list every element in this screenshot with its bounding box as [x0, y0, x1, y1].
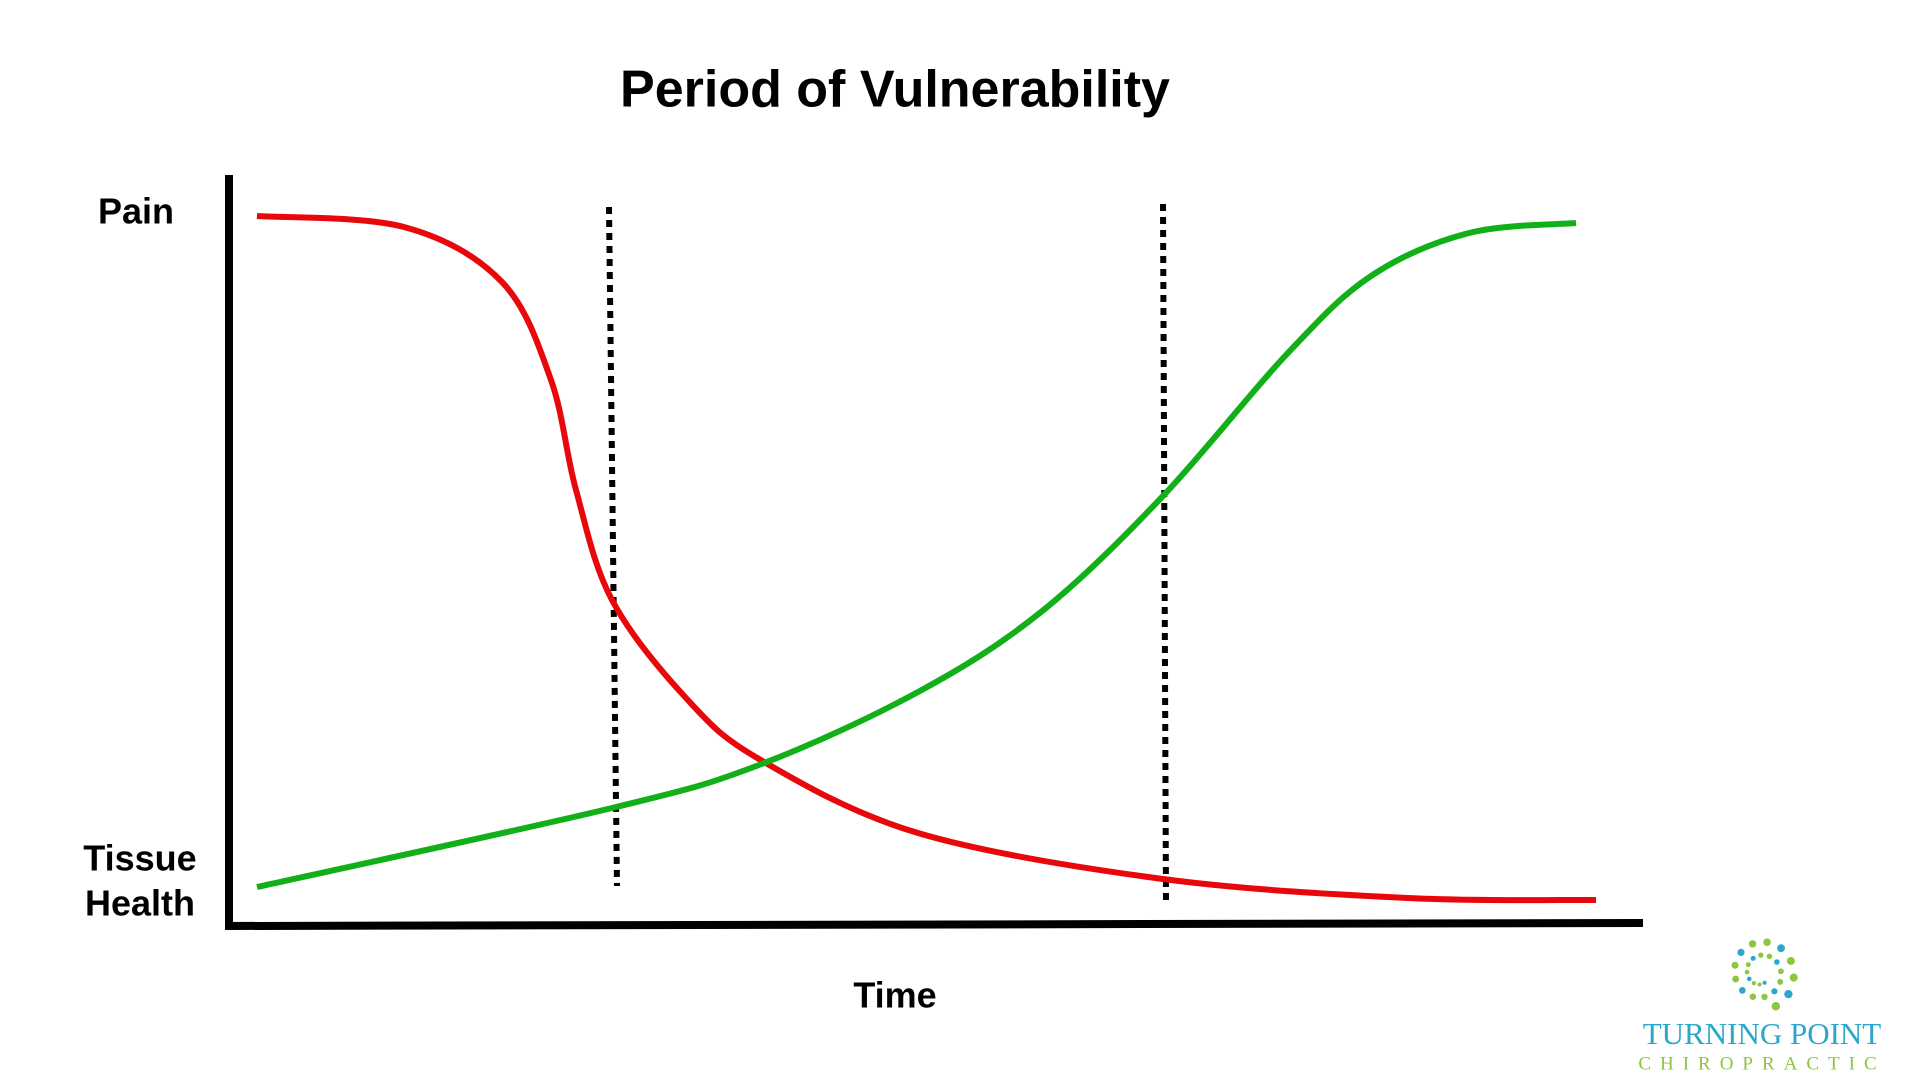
logo-dot [1771, 988, 1778, 995]
logo-dot [1761, 993, 1768, 1001]
logo-dot [1744, 969, 1750, 975]
tissue-label: Tissue [83, 838, 196, 879]
dotted-line [606, 206, 620, 887]
logo-dot [1762, 980, 1767, 985]
logo-dot [1777, 978, 1784, 985]
logo-dot [1789, 973, 1798, 982]
logo-icon [1731, 938, 1798, 1011]
logo-dot [1777, 944, 1785, 953]
tissue-health-curve [256, 220, 1577, 890]
logo-dot [1731, 961, 1739, 969]
health-label: Health [85, 883, 195, 924]
logo-dot [1751, 981, 1757, 986]
logo-dot [1737, 948, 1745, 957]
logo-dot [1746, 976, 1752, 982]
time-label: Time [853, 975, 936, 1016]
logo-dot [1748, 940, 1757, 948]
title: Period of Vulnerability [620, 61, 1170, 119]
logo-dot [1763, 938, 1771, 946]
logo-dot [1771, 1002, 1781, 1011]
logo-dot [1786, 956, 1795, 965]
pain-curve [256, 213, 1597, 904]
logo-tagline: CHIROPRACTIC [1638, 1053, 1885, 1074]
logo-dot [1749, 993, 1757, 1000]
logo-dot [1766, 953, 1773, 960]
logo-dot [1745, 962, 1751, 968]
logo-name: TURNING POINT [1643, 1016, 1882, 1051]
logo-dot [1778, 968, 1784, 975]
logo-dot [1732, 975, 1740, 983]
logo-dot [1738, 987, 1746, 994]
x-axis [224, 919, 1644, 930]
logo-dot [1750, 955, 1756, 961]
logo-dot [1757, 982, 1762, 987]
logo-dot [1774, 959, 1780, 965]
logo-dot [1784, 989, 1793, 999]
pain-label: Pain [98, 191, 174, 232]
logo-dot [1758, 952, 1764, 958]
